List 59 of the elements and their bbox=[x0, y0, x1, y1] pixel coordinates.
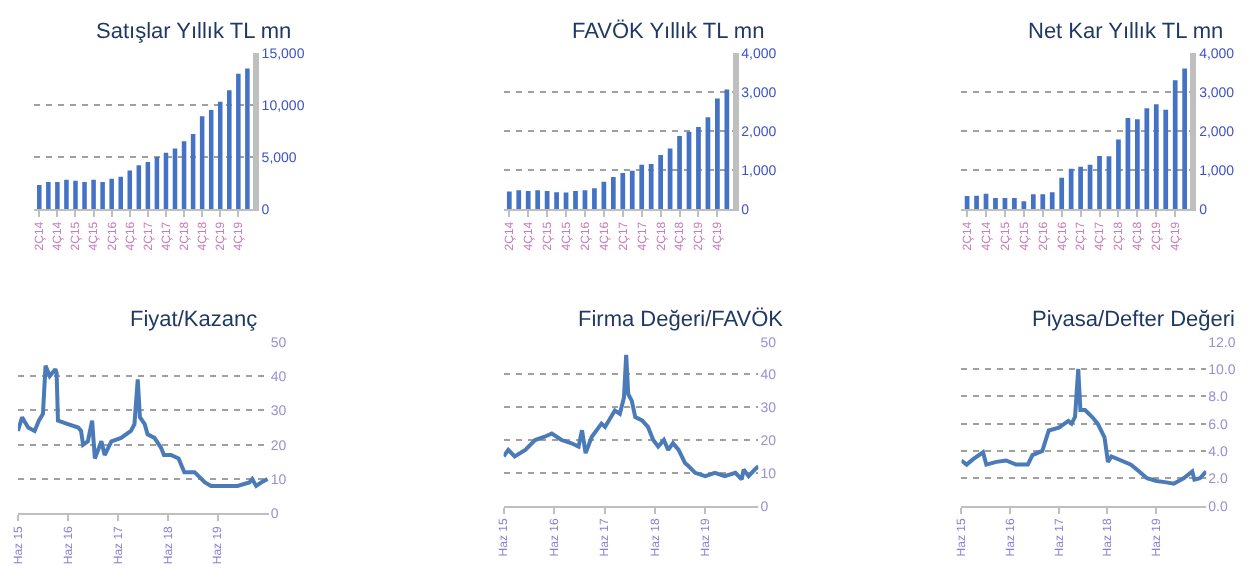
bar bbox=[610, 176, 616, 209]
chart-title: Firma Değeri/FAVÖK bbox=[578, 306, 785, 332]
bar bbox=[236, 73, 241, 209]
bar bbox=[245, 68, 250, 209]
line-series bbox=[503, 352, 759, 482]
bar bbox=[677, 135, 682, 209]
line-series bbox=[961, 366, 1207, 486]
bar bbox=[1040, 194, 1046, 209]
bar bbox=[1059, 177, 1065, 209]
bar bbox=[993, 198, 998, 209]
bar bbox=[118, 176, 123, 209]
bar bbox=[37, 185, 42, 209]
bar bbox=[1172, 80, 1178, 209]
bar bbox=[1116, 139, 1121, 209]
bar bbox=[91, 179, 96, 209]
chart-title: Fiyat/Kazanç bbox=[130, 308, 259, 332]
bar bbox=[1078, 166, 1083, 209]
bar bbox=[1163, 109, 1169, 209]
bar bbox=[1049, 192, 1055, 209]
bar bbox=[648, 164, 654, 209]
bar bbox=[715, 98, 720, 209]
bar bbox=[82, 181, 87, 209]
bar bbox=[46, 181, 51, 209]
bar bbox=[64, 179, 69, 209]
bar bbox=[525, 191, 531, 209]
bar bbox=[100, 181, 105, 209]
bar bbox=[1135, 119, 1140, 209]
bar bbox=[1182, 68, 1188, 209]
bar bbox=[554, 192, 559, 209]
bar bbox=[1021, 201, 1027, 209]
bar bbox=[1144, 108, 1150, 209]
bar bbox=[1068, 168, 1074, 209]
bar bbox=[724, 89, 730, 209]
bar bbox=[592, 188, 597, 209]
bar bbox=[629, 170, 635, 209]
line-series bbox=[17, 363, 269, 488]
bar bbox=[217, 101, 223, 209]
bar bbox=[620, 173, 626, 209]
bar bbox=[696, 127, 701, 209]
bar bbox=[658, 155, 663, 209]
bar bbox=[639, 164, 645, 209]
bar bbox=[573, 191, 578, 209]
bar bbox=[974, 195, 979, 209]
bar bbox=[55, 181, 60, 209]
chart-title: Piyasa/Defter Değeri bbox=[1032, 308, 1235, 332]
bar bbox=[127, 170, 133, 209]
chart-title: Satışlar Yıllık TL mn bbox=[96, 20, 292, 44]
bar bbox=[1030, 194, 1036, 209]
bar bbox=[227, 90, 232, 209]
bar bbox=[516, 190, 522, 209]
chart-title: Net Kar Yıllık TL mn bbox=[1028, 20, 1224, 44]
bar bbox=[109, 178, 114, 209]
bar bbox=[1153, 104, 1159, 209]
bar bbox=[1012, 198, 1017, 209]
bar bbox=[535, 190, 541, 209]
bar bbox=[506, 191, 512, 209]
bar bbox=[1097, 155, 1102, 209]
chart-title: FAVÖK Yıllık TL mn bbox=[572, 18, 765, 44]
bar bbox=[73, 180, 78, 209]
